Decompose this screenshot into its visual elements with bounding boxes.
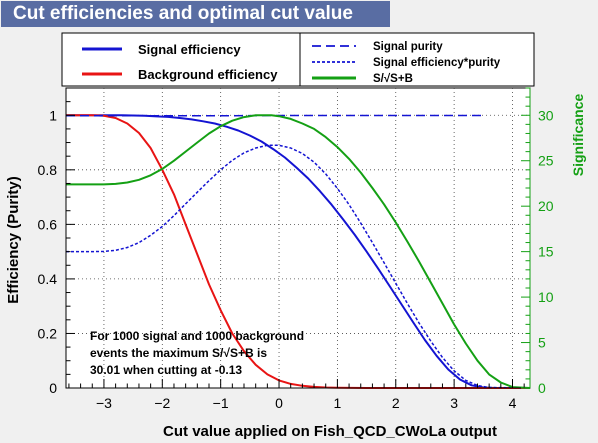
- y-tick-label-3: 0.6: [38, 216, 58, 232]
- y-tick-label-2: 0.4: [38, 271, 58, 287]
- legend-box: [61, 32, 535, 87]
- x-tick-label-4: 1: [333, 395, 341, 411]
- x-tick-label-0: −3: [96, 395, 112, 411]
- y-tick-label-0: 0: [49, 380, 57, 396]
- annotation-line-1: For 1000 signal and 1000 background: [90, 329, 304, 343]
- series-line-4: [66, 114, 531, 389]
- y2-tick-label-2: 10: [538, 289, 554, 305]
- series-line-3: [66, 144, 531, 389]
- x-tick-label-6: 3: [450, 395, 458, 411]
- annotation-line-3: 30.01 when cutting at -0.13: [90, 363, 242, 377]
- x-tick-label-3: 0: [275, 395, 283, 411]
- x-tick-label-7: 4: [509, 395, 517, 411]
- legend-label-background-efficiency: Background efficiency: [138, 67, 278, 82]
- y-tick-label-1: 0.2: [38, 325, 58, 341]
- series-line-1: [66, 114, 530, 389]
- y2-tick-label-4: 20: [538, 198, 554, 214]
- legend-right: Signal purity Signal efficiency*purity S…: [312, 41, 501, 85]
- y-tick-label-5: 1: [49, 107, 57, 123]
- x-tick-label-2: −1: [213, 395, 229, 411]
- legend-left: Signal efficiency Background efficiency: [82, 42, 278, 82]
- x-axis-label: Cut value applied on Fish_QCD_CWoLa outp…: [163, 423, 497, 440]
- legend-label-signal-purity: Signal purity: [373, 41, 443, 53]
- y2-tick-label-1: 5: [538, 335, 546, 351]
- y-tick-label-4: 0.8: [38, 162, 58, 178]
- y2-tick-label-6: 30: [538, 107, 554, 123]
- legend-label-signal-efficiency: Signal efficiency: [138, 42, 241, 57]
- y2-tick-label-3: 15: [538, 244, 554, 260]
- y2-tick-label-0: 0: [538, 380, 546, 396]
- annotation-line-2: events the maximum S/√S+B is: [90, 346, 267, 360]
- y2-tick-label-5: 25: [538, 153, 554, 169]
- annotation: For 1000 signal and 1000 background even…: [90, 329, 304, 377]
- series-layer: [66, 114, 531, 389]
- x-tick-label-5: 2: [392, 395, 400, 411]
- y-axis-label: Efficiency (Purity): [5, 176, 22, 304]
- legend-label-significance: S/√S+B: [373, 72, 413, 85]
- y2-axis-label: Significance: [570, 94, 586, 177]
- chart-title: Cut efficiencies and optimal cut value: [1, 1, 390, 27]
- legend-label-signal-efficiency-purity: Signal efficiency*purity: [373, 57, 501, 69]
- plot-frame: [65, 87, 531, 389]
- x-tick-label-1: −2: [154, 395, 170, 411]
